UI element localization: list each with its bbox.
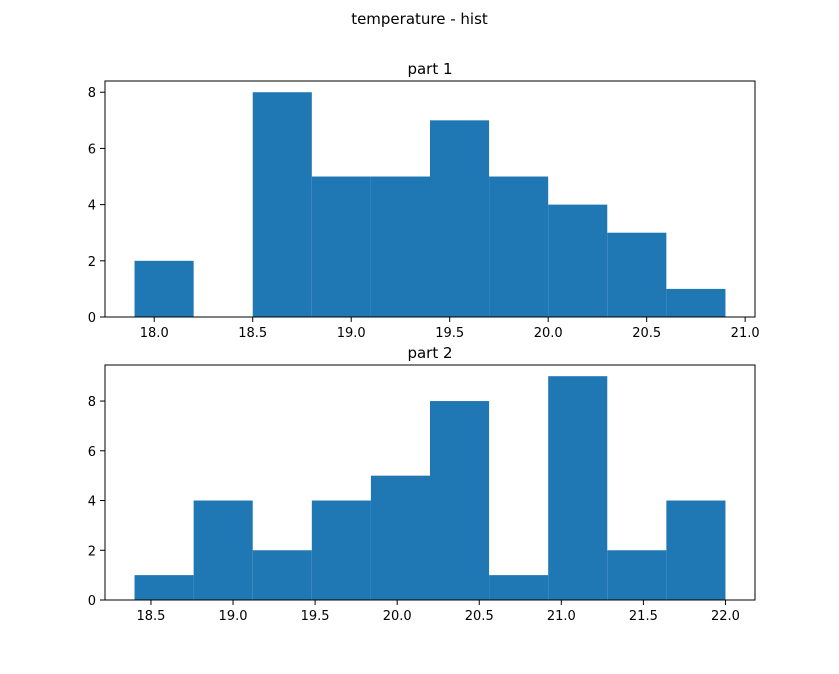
panel1-bar-7	[489, 176, 549, 317]
panel2-xtick-label-4: 20.0	[383, 609, 412, 624]
panel1-ytick-label-3: 4	[88, 199, 96, 214]
panel2-ytick-label-4: 6	[88, 445, 96, 460]
panel1-axes-frame	[104, 80, 756, 318]
panel2-bar-2	[193, 500, 253, 600]
panel1-xtick-label-3: 19.0	[337, 326, 366, 341]
panel2-bar-5	[370, 475, 430, 600]
panel2-bar-9	[607, 550, 667, 600]
panel1-bar-3	[252, 92, 312, 317]
panel1-bar-8	[548, 204, 608, 317]
panel2-ytick-label-5: 8	[88, 395, 96, 410]
panel1-title: part 1	[407, 60, 452, 78]
panel1-ytick-label-1: 0	[88, 311, 96, 326]
panel2-ytick-label-3: 4	[88, 495, 96, 510]
panel2-bar-8	[548, 376, 608, 600]
figure-suptitle: temperature - hist	[351, 10, 488, 28]
panel1-ytick-label-4: 6	[88, 142, 96, 157]
panel2-bar-4	[311, 500, 371, 600]
panel2-bar-1	[134, 575, 194, 600]
panel2-xtick-label-5: 20.5	[465, 609, 494, 624]
panel1-xtick-label-4: 19.5	[435, 326, 464, 341]
panel2-ytick-label-2: 2	[88, 544, 96, 559]
panel2-ytick-label-1: 0	[88, 594, 96, 609]
panel1-bar-6	[430, 120, 490, 317]
panel1-bar-1	[134, 260, 194, 317]
panel2-xtick-label-3: 19.5	[301, 609, 330, 624]
panel2-axes-frame	[104, 364, 756, 601]
panel1-bar-9	[607, 232, 667, 317]
panel1-xtick-label-1: 18.0	[140, 326, 169, 341]
panel2-bar-7	[489, 575, 549, 600]
panel2-bar-6	[430, 401, 490, 600]
panel1-ytick-label-5: 8	[88, 86, 96, 101]
panel1-xtick-label-6: 20.5	[632, 326, 661, 341]
panel2-xtick-label-8: 22.0	[711, 609, 740, 624]
panel2-bar-10	[666, 500, 726, 600]
panel2-xtick-label-7: 21.5	[629, 609, 658, 624]
panel1-bar-10	[666, 288, 726, 317]
panel2-xtick-label-1: 18.5	[136, 609, 165, 624]
panel2-title: part 2	[407, 344, 452, 362]
panel1-bar-5	[370, 176, 430, 317]
panel1-bar-4	[311, 176, 371, 317]
panel1-xtick-label-2: 18.5	[238, 326, 267, 341]
panel2-xtick-label-2: 19.0	[219, 609, 248, 624]
panel1-xtick-label-5: 20.0	[534, 326, 563, 341]
panel2-xtick-label-6: 21.0	[547, 609, 576, 624]
panel1-ytick-label-2: 2	[88, 255, 96, 270]
panel2-bar-3	[252, 550, 312, 600]
panel1-xtick-label-7: 21.0	[731, 326, 760, 341]
